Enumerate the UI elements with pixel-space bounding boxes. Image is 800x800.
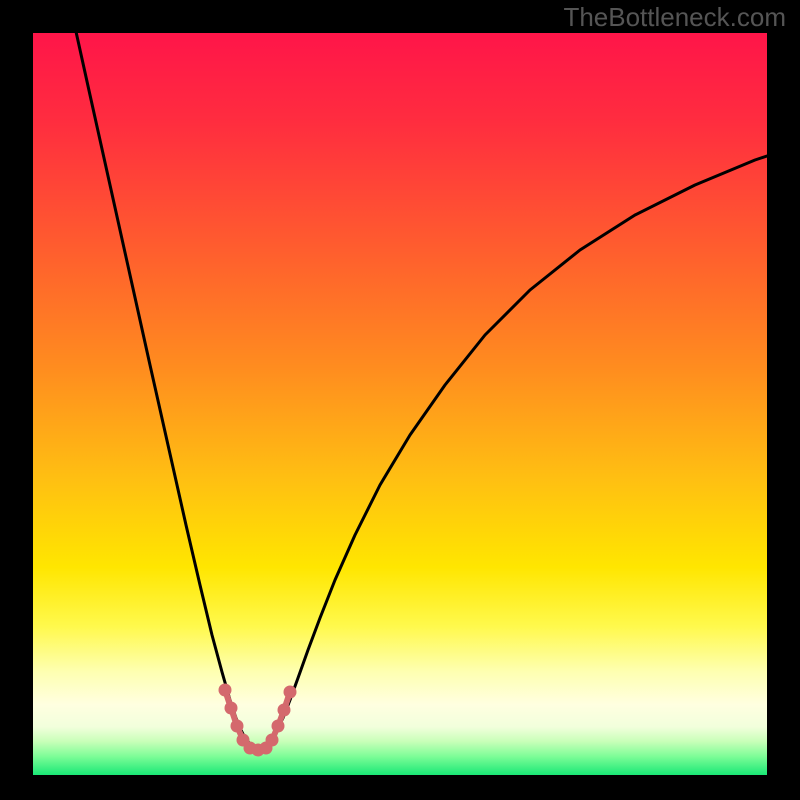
chart-canvas: TheBottleneck.com	[0, 0, 800, 800]
highlight-marker	[231, 720, 244, 733]
highlight-marker	[266, 734, 279, 747]
highlight-marker	[278, 704, 291, 717]
watermark-text: TheBottleneck.com	[563, 2, 786, 33]
highlight-marker	[272, 720, 285, 733]
highlight-marker	[284, 686, 297, 699]
highlight-marker	[225, 702, 238, 715]
curve-layer	[0, 0, 800, 800]
bottleneck-curve	[69, 0, 800, 748]
highlight-marker	[219, 684, 232, 697]
